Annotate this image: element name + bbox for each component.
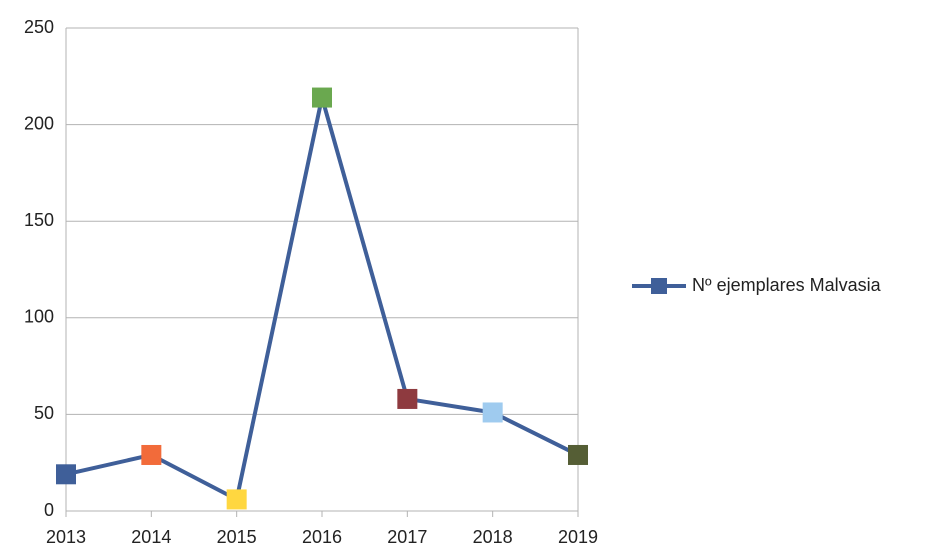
x-tick-label: 2019 xyxy=(558,527,598,547)
y-tick-label: 150 xyxy=(24,210,54,230)
x-tick-label: 2016 xyxy=(302,527,342,547)
y-tick-label: 200 xyxy=(24,113,54,133)
x-tick-label: 2013 xyxy=(46,527,86,547)
line xyxy=(65,95,579,502)
legend-marker xyxy=(651,278,667,294)
marker xyxy=(482,402,503,423)
y-tick-label: 100 xyxy=(24,307,54,327)
marker xyxy=(226,489,247,510)
marker xyxy=(56,464,76,485)
legend-label: Nº ejemplares Malvasia xyxy=(692,275,882,295)
y-tick-label: 50 xyxy=(34,403,54,423)
marker xyxy=(312,87,332,108)
marker xyxy=(568,444,588,465)
marker xyxy=(397,388,418,409)
x-tick-label: 2017 xyxy=(387,527,427,547)
x-tick-label: 2014 xyxy=(131,527,171,547)
marker xyxy=(141,444,162,465)
x-tick-label: 2015 xyxy=(217,527,257,547)
x-tick-label: 2018 xyxy=(473,527,513,547)
y-tick-label: 250 xyxy=(24,17,54,37)
y-tick-label: 0 xyxy=(44,500,54,520)
